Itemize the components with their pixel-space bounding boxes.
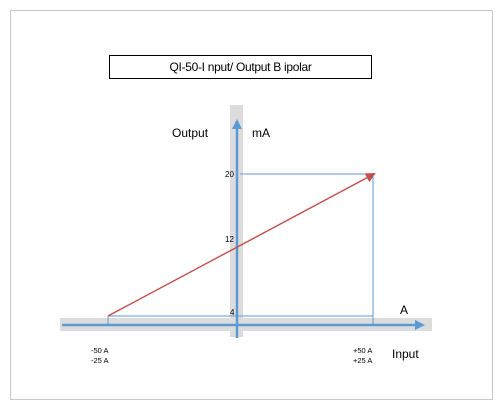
y-axis-label: Output (172, 126, 209, 140)
y-tick-label: 20 (225, 170, 234, 179)
y-tick-label: 4 (230, 308, 235, 317)
diagram-title: QI-50-I nput/ Output B ipolar (109, 55, 372, 79)
x-axis-unit: A (400, 303, 408, 317)
y-axis-unit: mA (252, 126, 270, 140)
x-tick-label-right: +25 A (353, 356, 372, 365)
transfer-line (107, 173, 376, 317)
diagram-frame (10, 10, 493, 400)
x-axis-label: Input (392, 347, 419, 361)
x-tick-label-right: +50 A (353, 346, 372, 355)
y-tick-label: 12 (225, 235, 234, 244)
upper-guide-line (240, 173, 374, 324)
x-tick-label-left: -25 A (91, 356, 109, 365)
x-tick-label-left: -50 A (91, 346, 109, 355)
